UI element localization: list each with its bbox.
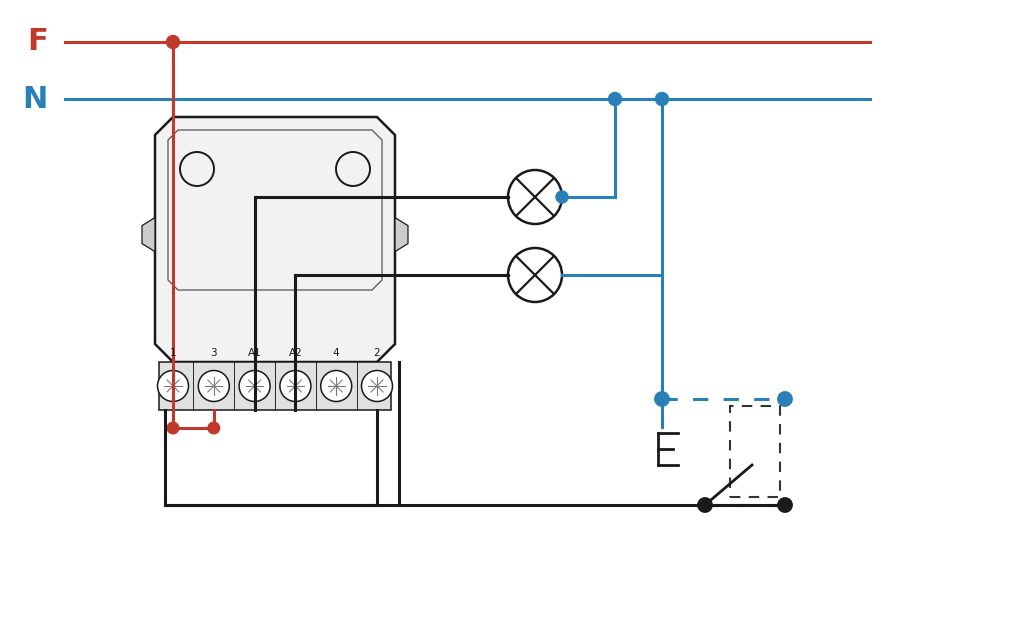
Circle shape [654,392,670,406]
Circle shape [508,170,562,224]
Circle shape [778,498,793,512]
Circle shape [158,370,188,402]
Circle shape [556,191,568,203]
Text: N: N [23,85,48,114]
Circle shape [697,498,713,512]
Circle shape [280,370,311,402]
Text: 2: 2 [374,348,380,358]
Text: A2: A2 [289,348,302,358]
Text: F: F [28,28,48,57]
Text: A1: A1 [248,348,261,358]
Circle shape [508,248,562,302]
Circle shape [167,422,179,434]
Circle shape [321,370,351,402]
Circle shape [778,392,793,406]
Circle shape [199,370,229,402]
Bar [159,362,391,410]
Polygon shape [395,218,408,252]
Circle shape [208,422,219,434]
Text: 3: 3 [211,348,217,358]
Circle shape [167,36,179,49]
Circle shape [239,370,270,402]
Circle shape [608,93,622,106]
Bar [730,406,780,497]
Polygon shape [142,218,155,252]
Text: 1: 1 [170,348,176,358]
Polygon shape [155,117,395,362]
Text: 4: 4 [333,348,340,358]
Circle shape [361,370,392,402]
Circle shape [655,93,669,106]
